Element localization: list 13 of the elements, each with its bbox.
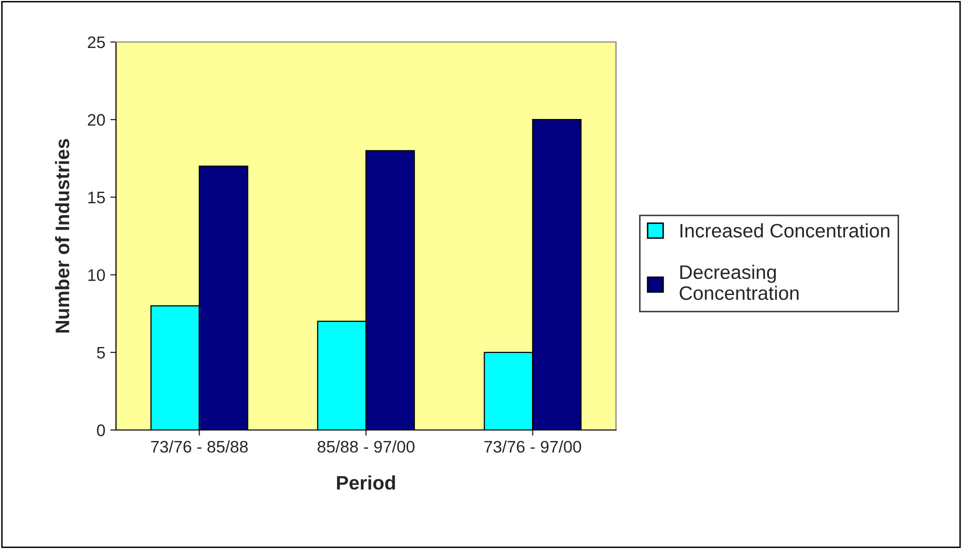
x-axis-title: Period: [337, 475, 395, 490]
x-tick-label: 73/76 - 85/88: [151, 440, 248, 453]
y-tick-label: 0: [96, 424, 105, 436]
y-tick-label: 20: [88, 114, 105, 126]
x-tick-label: 85/88 - 97/00: [318, 440, 414, 453]
legend-label: Decreasing Concentration: [680, 264, 799, 300]
legend-label: Increased Concentration: [680, 223, 890, 238]
y-tick-label: 5: [96, 346, 105, 359]
y-tick-label: 25: [88, 36, 105, 48]
x-tick-label: 73/76 - 97/00: [484, 440, 582, 453]
y-axis-title: Number of Industries: [55, 139, 70, 332]
y-tick-label: 10: [88, 269, 105, 282]
y-tick-label: 15: [88, 192, 105, 204]
